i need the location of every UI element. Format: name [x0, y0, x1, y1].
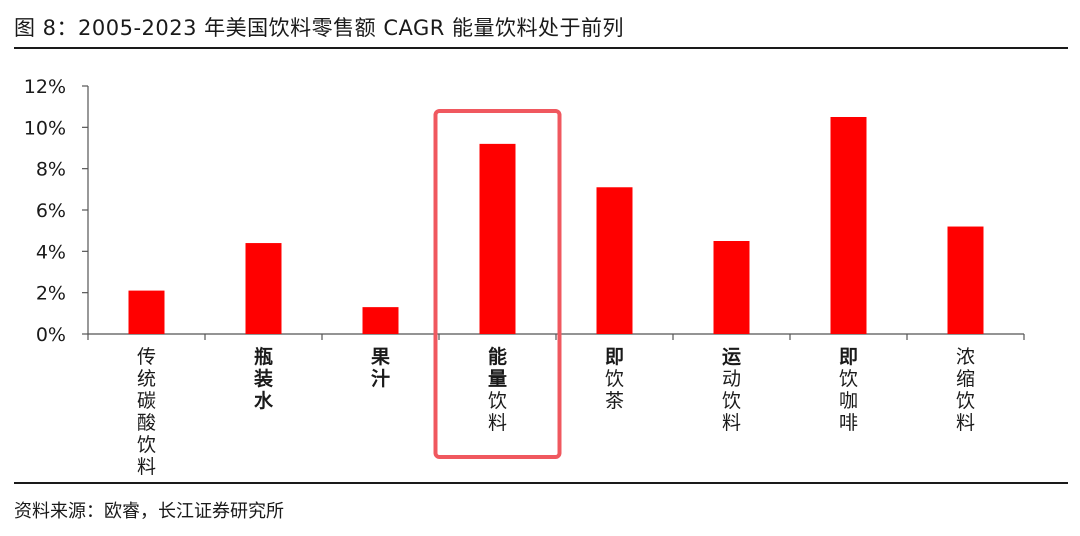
category-label-char: 饮	[605, 368, 624, 390]
bar-7	[830, 117, 867, 334]
y-tick-label: 4%	[36, 241, 66, 263]
category-label-char: 运	[722, 346, 741, 368]
bar-3	[362, 307, 399, 334]
bar-8	[947, 226, 984, 334]
category-label-char: 能	[488, 345, 507, 368]
category-label-char: 饮	[956, 390, 975, 412]
category-label-char: 酸	[137, 412, 156, 434]
category-label-char: 量	[488, 368, 507, 390]
category-label-char: 料	[137, 456, 156, 478]
bar-1	[128, 290, 165, 334]
figure-title: 图 8：2005-2023 年美国饮料零售额 CAGR 能量饮料处于前列	[14, 16, 625, 40]
bar-2	[245, 243, 282, 334]
category-label-char: 料	[956, 412, 975, 434]
category-label-char: 浓	[956, 346, 975, 368]
category-label-char: 装	[253, 367, 273, 390]
category-label-char: 料	[722, 412, 741, 434]
category-label-char: 传	[137, 346, 156, 368]
y-axis: 0% 2% 4% 6% 8% 10% 12%	[24, 76, 89, 346]
category-label-char: 料	[488, 412, 507, 434]
category-label-char: 茶	[605, 390, 624, 412]
y-tick-label: 6%	[36, 200, 66, 222]
category-label-char: 饮	[488, 390, 507, 412]
category-label-char: 咖	[839, 390, 858, 412]
highlight-box	[433, 109, 562, 459]
y-tick-label: 8%	[36, 159, 66, 181]
source-rule	[14, 482, 1068, 484]
bar-4	[479, 143, 516, 334]
category-label-char: 饮	[137, 434, 156, 456]
category-label-char: 瓶	[254, 346, 273, 368]
source-note: 资料来源：欧睿，长江证券研究所	[14, 501, 284, 522]
y-tick-label: 0%	[36, 324, 66, 346]
y-tick-label: 2%	[36, 283, 66, 305]
y-tick-label: 10%	[24, 117, 66, 139]
category-label-char: 统	[137, 368, 156, 390]
bars	[128, 117, 984, 334]
category-label-char: 即	[605, 346, 624, 368]
category-label-char: 水	[254, 390, 274, 412]
x-axis	[87, 333, 1025, 340]
category-label-char: 即	[839, 346, 858, 368]
title-rule	[14, 47, 1068, 49]
category-label-char: 果	[370, 346, 390, 368]
category-label-char: 饮	[839, 368, 858, 390]
category-label-char: 啡	[839, 412, 858, 434]
category-label-char: 饮	[722, 390, 741, 412]
category-label-char: 碳	[137, 390, 156, 412]
highlight-box-group	[433, 109, 562, 459]
bar-6	[713, 241, 750, 334]
category-label-char: 汁	[371, 367, 390, 390]
category-label-char: 动	[722, 368, 741, 390]
y-tick-label: 12%	[24, 76, 66, 98]
category-label-char: 缩	[956, 368, 975, 390]
bar-5	[596, 187, 633, 334]
